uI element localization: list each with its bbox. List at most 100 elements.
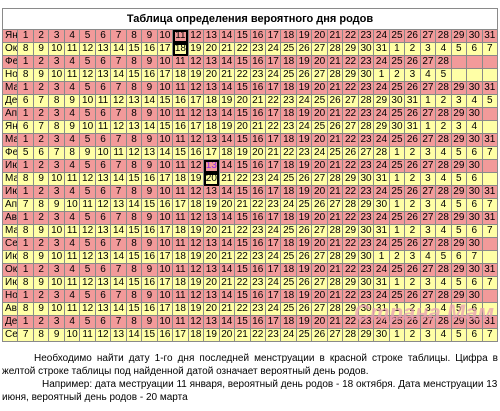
- day-cell: 19: [295, 237, 313, 251]
- day-cell: 13: [203, 159, 220, 173]
- day-cell: 11: [63, 172, 81, 186]
- day-cell: 28: [326, 172, 344, 186]
- day-cell: 24: [264, 42, 282, 56]
- day-cell: 13: [125, 120, 143, 134]
- month-cell: Фев: [1, 146, 19, 160]
- day-cell: 29: [373, 120, 390, 134]
- day-cell: 27: [419, 133, 437, 147]
- day-cell: 16: [141, 172, 158, 186]
- day-cell: 28: [435, 133, 452, 147]
- day-cell: 11: [94, 120, 112, 134]
- due-date-table: Таблица определения вероятного дня родов…: [1, 8, 499, 342]
- day-cell: 15: [125, 42, 143, 56]
- day-cell: 13: [203, 185, 220, 199]
- day-cell: 26: [295, 224, 313, 238]
- day-cell: 10: [79, 94, 96, 108]
- day-cell: 8: [48, 94, 65, 108]
- day-cell: 20: [234, 94, 251, 108]
- day-cell: 30: [466, 185, 483, 199]
- day-cell: 24: [373, 81, 390, 95]
- table-row: Июль123456789101112131415161718192021222…: [1, 185, 499, 199]
- day-cell: 24: [373, 55, 390, 69]
- day-cell: 10: [156, 55, 174, 69]
- day-cell: 21: [218, 224, 236, 238]
- day-cell: 1: [17, 55, 34, 69]
- day-cell: 13: [94, 276, 112, 290]
- day-cell: 9: [32, 42, 50, 56]
- day-cell: 18: [172, 250, 189, 264]
- day-cell: 19: [187, 68, 205, 82]
- day-cell: 13: [94, 302, 112, 316]
- day-cell: 31: [373, 172, 390, 186]
- day-cell: 23: [249, 276, 266, 290]
- day-cell: 2: [404, 224, 421, 238]
- day-cell: 3: [419, 172, 437, 186]
- month-cell: Окт: [1, 263, 19, 277]
- day-cell: 7: [110, 133, 127, 147]
- day-cell: 8: [17, 68, 34, 82]
- day-cell: 21: [249, 120, 266, 134]
- day-cell: 5: [79, 81, 96, 95]
- day-cell: 27: [357, 146, 375, 160]
- day-cell: 15: [125, 250, 143, 264]
- day-cell: 5: [79, 107, 96, 121]
- day-cell: 30: [466, 81, 483, 95]
- day-cell: 26: [404, 81, 421, 95]
- day-cell: 21: [218, 302, 236, 316]
- day-cell: 19: [218, 120, 236, 134]
- day-cell: 5: [17, 146, 34, 160]
- table-row: Янв6789101112131415161718192021222324252…: [1, 120, 499, 134]
- day-cell: 2: [32, 185, 50, 199]
- day-cell: 13: [141, 146, 158, 160]
- day-cell: 13: [110, 328, 127, 342]
- day-cell: 4: [63, 55, 81, 69]
- day-cell: 12: [79, 276, 96, 290]
- day-cell: 9: [32, 250, 50, 264]
- day-cell: 10: [48, 224, 65, 238]
- day-cell: 13: [110, 198, 127, 212]
- day-cell: 28: [357, 94, 375, 108]
- day-cell: 2: [435, 120, 452, 134]
- day-cell: 25: [388, 133, 406, 147]
- day-cell: 28: [326, 302, 344, 316]
- day-cell: 29: [342, 68, 359, 82]
- day-cell: 12: [94, 328, 112, 342]
- day-cell: 28: [435, 185, 452, 199]
- day-cell: 25: [295, 328, 313, 342]
- day-cell: 27: [419, 55, 437, 69]
- day-cell: 18: [172, 172, 189, 186]
- day-cell: 26: [404, 159, 421, 173]
- day-cell: 6: [94, 237, 112, 251]
- day-cell: 19: [187, 42, 205, 56]
- day-cell: 31: [481, 315, 499, 329]
- day-cell: 3: [419, 146, 437, 160]
- day-cell: 9: [32, 276, 50, 290]
- table-row: Нояб891011121314151617181920212223242526…: [1, 68, 499, 82]
- day-cell: 18: [280, 237, 297, 251]
- day-cell: 23: [357, 237, 375, 251]
- day-cell: 31: [373, 302, 390, 316]
- day-cell: 26: [311, 328, 328, 342]
- day-cell: 27: [419, 29, 437, 43]
- day-cell: 19: [203, 198, 220, 212]
- day-cell: 28: [326, 42, 344, 56]
- empty-cell: [466, 68, 483, 82]
- day-cell: 28: [435, 159, 452, 173]
- day-cell: 28: [373, 146, 390, 160]
- month-cell: Авг: [1, 302, 19, 316]
- day-cell: 12: [94, 198, 112, 212]
- day-cell: 27: [419, 81, 437, 95]
- table-row: Июль891011121314151617181920212223242526…: [1, 276, 499, 290]
- day-cell: 14: [218, 289, 236, 303]
- day-cell: 16: [249, 185, 266, 199]
- day-cell: 17: [264, 211, 282, 225]
- day-cell: 4: [435, 224, 452, 238]
- day-cell: 2: [404, 328, 421, 342]
- day-cell: 28: [326, 68, 344, 82]
- day-cell: 28: [435, 107, 452, 121]
- day-cell: 4: [435, 328, 452, 342]
- day-cell: 9: [141, 107, 158, 121]
- day-cell: 21: [264, 146, 282, 160]
- table-row: Сент123456789101112131415161718192021222…: [1, 237, 499, 251]
- day-cell: 18: [280, 159, 297, 173]
